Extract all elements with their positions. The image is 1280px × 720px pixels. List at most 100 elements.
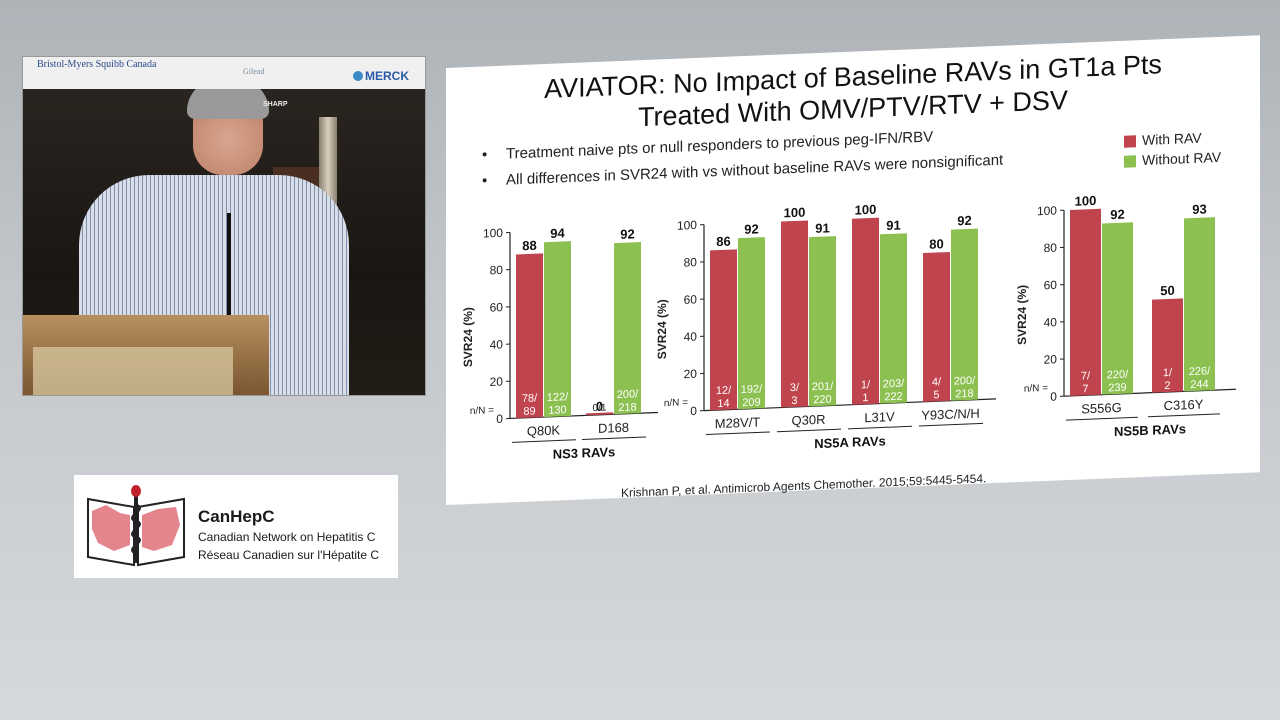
x-tick-label: D168 — [598, 420, 629, 436]
speaker-video: Bristol-Myers Squibb Canada Gilead MERCK… — [22, 56, 426, 396]
n-count: 3/ — [790, 382, 800, 394]
n-count: 122/ — [547, 391, 569, 404]
n-total: 89 — [523, 405, 535, 417]
x-tick-label: Y93C/N/H — [921, 406, 980, 423]
y-tick-label: 60 — [1044, 278, 1058, 293]
n-count: 1/ — [861, 379, 871, 391]
data-label: 93 — [1192, 201, 1206, 217]
n-count: 192/ — [741, 383, 763, 396]
category-underline — [919, 422, 983, 427]
data-label: 100 — [784, 205, 806, 221]
nn-label: n/N = — [470, 405, 494, 417]
bar — [809, 236, 836, 407]
bar — [738, 237, 765, 410]
n-count: 201/ — [812, 380, 834, 393]
category-underline — [706, 431, 770, 436]
n-count: 78/ — [522, 392, 538, 405]
bar — [586, 412, 613, 416]
x-axis-title: NS5A RAVs — [814, 433, 886, 451]
n-total: 7 — [1082, 383, 1088, 395]
y-tick-label: 60 — [490, 300, 504, 315]
n-count: 200/ — [617, 388, 639, 401]
microphone — [227, 213, 231, 323]
category-underline — [512, 439, 576, 443]
n-count: 226/ — [1189, 365, 1211, 378]
data-label: 0 — [596, 399, 603, 414]
podium-plate — [33, 347, 233, 395]
n-total: 218 — [955, 388, 973, 401]
y-tick-label: 40 — [684, 330, 698, 345]
logo-subtitle-fr: Réseau Canadien sur l'Hépatite C — [198, 548, 380, 562]
n-count: 12/ — [716, 385, 732, 398]
canhepc-emblem-icon — [87, 485, 185, 567]
n-total: 2 — [1164, 380, 1170, 392]
n-total: 1 — [862, 392, 868, 404]
category-underline — [848, 425, 912, 430]
nn-label: n/N = — [1024, 383, 1048, 395]
legend-label: With RAV — [1142, 129, 1202, 149]
n-total: 244 — [1190, 378, 1208, 391]
logo-title: CanHepC — [198, 507, 275, 526]
bar — [880, 233, 907, 404]
y-axis-title: SVR24 (%) — [655, 299, 669, 360]
y-tick-label: 100 — [483, 226, 503, 241]
bar — [1152, 298, 1183, 393]
y-tick-label: 20 — [684, 367, 698, 382]
category-underline — [582, 436, 646, 441]
sponsor-logo-gilead: Gilead — [243, 67, 265, 76]
data-label: 92 — [620, 226, 634, 242]
x-tick-label: S556G — [1081, 400, 1121, 417]
data-label: 94 — [550, 225, 565, 241]
data-label: 100 — [855, 202, 877, 218]
nn-label: n/N = — [664, 397, 688, 409]
y-tick-label: 0 — [1050, 389, 1057, 403]
y-tick-label: 40 — [490, 337, 504, 352]
data-label: 91 — [886, 217, 900, 233]
n-count: 203/ — [883, 378, 905, 391]
data-label: 88 — [522, 238, 536, 254]
bar — [1102, 222, 1133, 395]
n-count: 7/ — [1081, 370, 1091, 382]
x-axis-title: NS3 RAVs — [553, 444, 616, 462]
n-total: 5 — [933, 389, 939, 401]
data-label: 100 — [1075, 193, 1097, 209]
n-total: 218 — [618, 401, 636, 414]
y-tick-label: 80 — [1044, 241, 1058, 256]
n-total: 209 — [742, 396, 760, 409]
bar — [781, 220, 808, 408]
merck-icon — [353, 71, 363, 81]
y-tick-label: 100 — [677, 218, 697, 233]
bar — [614, 242, 641, 415]
legend-swatch — [1124, 135, 1136, 148]
data-label: 91 — [815, 220, 829, 236]
data-label: 86 — [716, 234, 730, 250]
x-axis-title: NS5B RAVs — [1114, 421, 1186, 439]
data-label: 92 — [1110, 207, 1124, 223]
category-underline — [1066, 416, 1138, 421]
n-count: 200/ — [954, 375, 976, 388]
x-tick-label: M28V/T — [715, 414, 761, 431]
legend-swatch — [1124, 155, 1136, 168]
bar — [1184, 217, 1215, 392]
category-underline — [777, 428, 841, 433]
n-count: 4/ — [932, 376, 942, 388]
bar — [516, 253, 543, 419]
sponsor-logo-sharp: SHARP — [263, 101, 288, 108]
y-tick-label: 0 — [690, 404, 697, 418]
bar — [852, 217, 879, 405]
x-tick-label: L31V — [864, 409, 895, 425]
data-label: 80 — [929, 236, 943, 252]
y-tick-label: 40 — [1044, 315, 1058, 330]
sponsor-logo-bms: Bristol-Myers Squibb Canada — [37, 59, 157, 70]
bar — [544, 241, 571, 418]
merck-label: MERCK — [365, 69, 409, 83]
y-tick-label: 60 — [684, 292, 698, 307]
category-underline — [1148, 413, 1220, 418]
y-tick-label: 100 — [1037, 203, 1057, 218]
data-label: 92 — [957, 213, 971, 229]
y-tick-label: 0 — [496, 412, 503, 426]
presentation-slide: AVIATOR: No Impact of Baseline RAVs in G… — [446, 35, 1260, 505]
bar — [710, 249, 737, 411]
y-tick-label: 20 — [490, 375, 504, 390]
